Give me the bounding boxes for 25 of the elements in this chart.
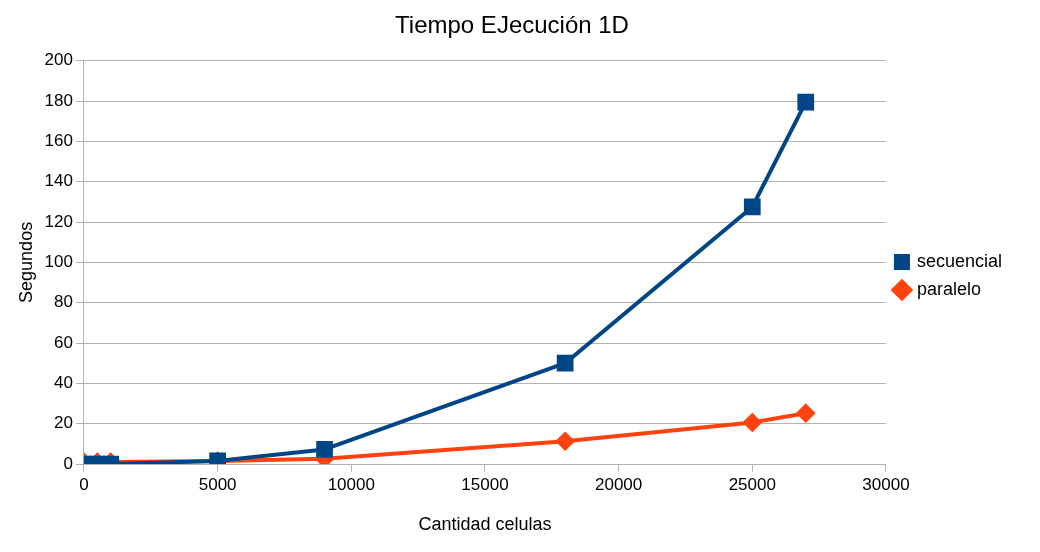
y-tick-label: 60 <box>54 332 73 352</box>
x-tick-label: 0 <box>79 474 89 494</box>
y-tick-label: 160 <box>44 131 73 151</box>
y-tick-label: 100 <box>44 252 73 272</box>
y-tick-label: 180 <box>44 90 73 110</box>
x-tick-label: 5000 <box>198 474 237 494</box>
y-axis-title: Segundos <box>15 221 36 303</box>
y-tick-label: 140 <box>44 171 73 191</box>
y-tick-label: 40 <box>54 373 73 393</box>
y-tick-label: 0 <box>63 453 73 473</box>
legend-label: paralelo <box>916 278 981 299</box>
point <box>797 93 815 111</box>
chart-title: Tiempo EJecución 1D <box>395 11 629 39</box>
x-tick-label: 30000 <box>862 474 910 494</box>
x-tick-label: 25000 <box>728 474 776 494</box>
y-tick-label: 20 <box>54 413 73 433</box>
point <box>743 198 761 216</box>
legend-label: secuencial <box>916 250 1003 271</box>
y-tick-label: 80 <box>54 292 73 312</box>
x-tick-label: 10000 <box>327 474 375 494</box>
y-tick-label: 120 <box>44 211 73 231</box>
x-tick-label: 20000 <box>594 474 643 494</box>
x-axis-title: Cantidad celulas <box>418 514 552 535</box>
y-tick-label: 200 <box>44 50 73 70</box>
x-tick-label: 15000 <box>461 474 509 494</box>
